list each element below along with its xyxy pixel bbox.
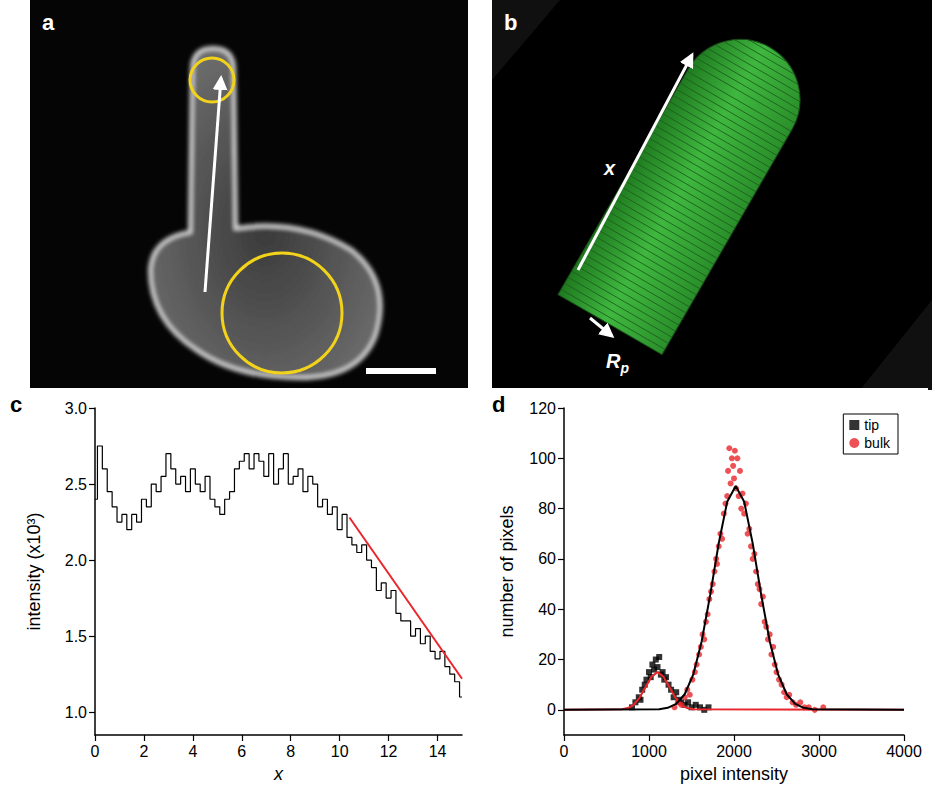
svg-text:0: 0 bbox=[91, 743, 100, 760]
svg-text:80: 80 bbox=[538, 500, 556, 517]
svg-text:tip: tip bbox=[864, 417, 879, 433]
html-text:d: d bbox=[492, 392, 506, 417]
svg-text:120: 120 bbox=[529, 400, 556, 417]
svg-text:1.5: 1.5 bbox=[65, 628, 87, 645]
svg-text:0: 0 bbox=[547, 701, 556, 718]
svg-text:20: 20 bbox=[538, 651, 556, 668]
html-text:c: c bbox=[10, 392, 23, 417]
svg-text:1.0: 1.0 bbox=[65, 704, 87, 721]
svg-text:12: 12 bbox=[380, 743, 398, 760]
svg-text:b: b bbox=[504, 10, 517, 35]
svg-text:a: a bbox=[42, 10, 55, 35]
svg-text:Rp: Rp bbox=[606, 350, 629, 376]
svg-text:14: 14 bbox=[429, 743, 447, 760]
svg-text:2: 2 bbox=[139, 743, 148, 760]
svg-text:4000: 4000 bbox=[886, 743, 922, 760]
svg-text:x: x bbox=[603, 157, 616, 179]
svg-text:8: 8 bbox=[286, 743, 295, 760]
svg-text:x: x bbox=[273, 764, 284, 784]
svg-text:3.0: 3.0 bbox=[65, 400, 87, 417]
svg-text:60: 60 bbox=[538, 550, 556, 567]
svg-text:bulk: bulk bbox=[864, 435, 891, 451]
svg-text:2.5: 2.5 bbox=[65, 476, 87, 493]
svg-text:number of pixels: number of pixels bbox=[497, 505, 517, 637]
svg-text:4: 4 bbox=[188, 743, 197, 760]
svg-text:2.0: 2.0 bbox=[65, 552, 87, 569]
svg-text:intensity (x10³): intensity (x10³) bbox=[24, 512, 44, 630]
svg-text:2000: 2000 bbox=[716, 743, 752, 760]
svg-text:0: 0 bbox=[560, 743, 569, 760]
svg-text:6: 6 bbox=[237, 743, 246, 760]
svg-text:1000: 1000 bbox=[631, 743, 667, 760]
svg-text:pixel intensity: pixel intensity bbox=[680, 764, 788, 784]
svg-text:3000: 3000 bbox=[801, 743, 837, 760]
svg-text:10: 10 bbox=[331, 743, 349, 760]
svg-text:100: 100 bbox=[529, 450, 556, 467]
svg-text:40: 40 bbox=[538, 601, 556, 618]
